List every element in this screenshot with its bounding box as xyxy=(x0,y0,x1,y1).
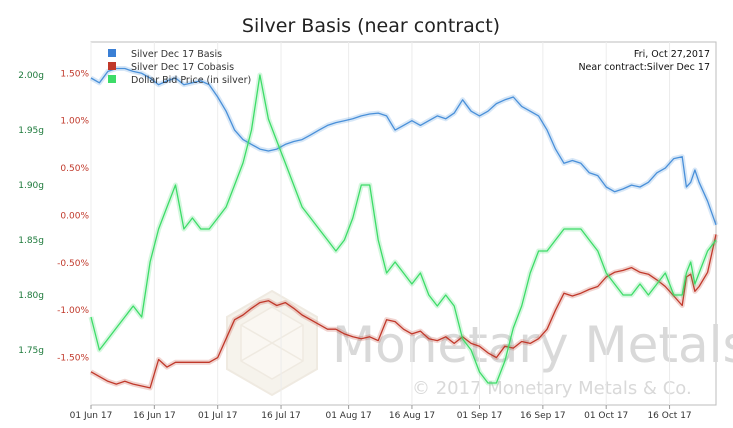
info-date: Fri, Oct 27,2017 xyxy=(634,49,710,60)
left-axis-ticks: 2.00g 1.95g 1.90g 1.85g 1.80g 1.75g xyxy=(18,71,44,356)
left-tick-label: 1.80g xyxy=(18,291,44,301)
x-tick-label: 16 Jul 17 xyxy=(261,411,301,421)
chart-title: Silver Basis (near contract) xyxy=(242,15,500,37)
watermark-logo xyxy=(226,289,318,397)
x-tick-label: 16 Oct 17 xyxy=(647,411,691,421)
x-tick-label: 01 Sep 17 xyxy=(457,411,503,421)
watermark-copyright: © 2017 Monetary Metals & Co. xyxy=(412,378,692,399)
right-axis-ticks: 1.50% 1.00% 0.50% 0.00% -0.50% -1.00% -1.50% xyxy=(57,69,89,363)
legend-swatch-cobasis xyxy=(108,62,116,70)
x-tick-label: 16 Jun 17 xyxy=(133,411,176,421)
x-tick-label: 01 Jun 17 xyxy=(70,411,113,421)
series-lines xyxy=(88,66,719,391)
legend-swatch-dollar xyxy=(108,75,116,83)
x-axis-ticks: 01 Jun 17 16 Jun 17 01 Jul 17 16 Jul 17 01 A… xyxy=(70,405,692,421)
grid xyxy=(90,42,671,405)
series-line-1 xyxy=(90,234,717,389)
legend: Silver Dec 17 Basis Silver Dec 17 Cobasi… xyxy=(108,49,251,86)
left-tick-label: 2.00g xyxy=(18,71,44,81)
right-tick-label: -1.50% xyxy=(57,354,89,364)
left-tick-label: 1.90g xyxy=(18,181,44,191)
legend-swatch-basis xyxy=(108,49,116,57)
watermark-brand: Monetary Metals xyxy=(332,316,733,374)
x-tick-label: 01 Aug 17 xyxy=(325,411,371,421)
right-tick-label: 1.50% xyxy=(60,69,89,79)
info-contract: Near contract:Silver Dec 17 xyxy=(578,62,710,73)
x-tick-label: 16 Aug 17 xyxy=(389,411,435,421)
x-tick-label: 01 Oct 17 xyxy=(584,411,628,421)
left-tick-label: 1.75g xyxy=(18,346,44,356)
legend-label-dollar: Dollar Bid Price (in silver) xyxy=(131,75,251,86)
info-box: Fri, Oct 27,2017 Near contract:Silver De… xyxy=(578,49,710,73)
left-tick-label: 1.95g xyxy=(18,126,44,136)
x-tick-label: 16 Sep 17 xyxy=(520,411,566,421)
legend-label-basis: Silver Dec 17 Basis xyxy=(131,49,222,60)
right-tick-label: -0.50% xyxy=(57,259,89,269)
right-tick-label: 0.00% xyxy=(60,211,89,221)
x-tick-label: 01 Jul 17 xyxy=(198,411,238,421)
right-tick-label: 1.00% xyxy=(60,117,89,127)
left-tick-label: 1.85g xyxy=(18,236,44,246)
legend-label-cobasis: Silver Dec 17 Cobasis xyxy=(131,62,234,73)
plot-area xyxy=(90,41,717,406)
series-line-0 xyxy=(90,67,717,226)
right-tick-label: 0.50% xyxy=(60,164,89,174)
series-line-2 xyxy=(90,74,717,384)
right-tick-label: -1.00% xyxy=(57,306,89,316)
